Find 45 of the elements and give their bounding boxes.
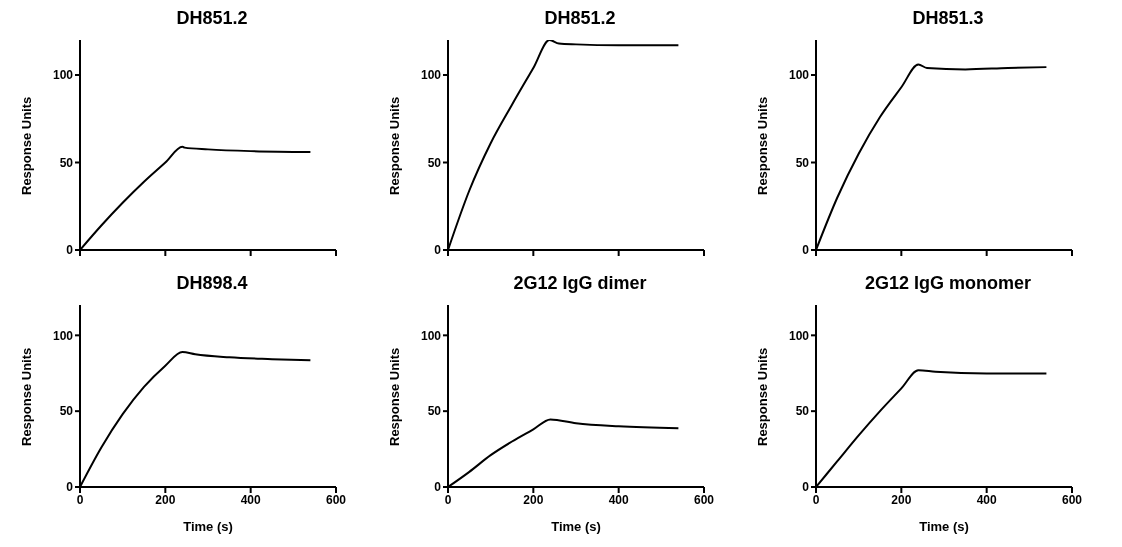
x-tick-label: 200	[891, 492, 912, 507]
y-axis-title: Response Units	[18, 96, 34, 195]
chart-title: DH898.4	[175, 273, 249, 295]
y-tick-label: 0	[434, 480, 442, 495]
x-tick-label: 600	[693, 492, 715, 507]
y-axis-title: Response Units	[754, 96, 770, 195]
x-tick-label: 600	[325, 492, 347, 507]
x-tick-label: 0	[812, 492, 820, 507]
y-axis-title: Response Units	[754, 347, 770, 446]
x-tick-label: 0	[444, 492, 452, 507]
x-axis-title: Time (s)	[919, 519, 969, 534]
y-tick-label: 0	[802, 480, 810, 495]
y-tick-label: 50	[59, 155, 74, 170]
x-tick-label: 400	[240, 492, 261, 507]
y-tick-label: 100	[52, 68, 74, 83]
y-tick-label: 100	[788, 328, 810, 343]
x-tick-label: 200	[155, 492, 176, 507]
y-tick-label: 0	[434, 243, 442, 258]
x-tick-label: 0	[76, 492, 84, 507]
y-tick-label: 100	[420, 328, 442, 343]
y-tick-label: 50	[427, 404, 442, 419]
x-tick-label: 600	[1061, 492, 1083, 507]
y-tick-label: 50	[59, 404, 74, 419]
y-tick-label: 100	[420, 68, 442, 83]
x-tick-label: 400	[976, 492, 997, 507]
y-axis-title: Response Units	[386, 347, 402, 446]
y-axis-title: Response Units	[386, 96, 402, 195]
y-tick-label: 50	[795, 155, 810, 170]
x-tick-label: 200	[523, 492, 544, 507]
y-tick-label: 0	[802, 243, 810, 258]
x-axis-title: Time (s)	[551, 519, 601, 534]
y-axis-title: Response Units	[18, 347, 34, 446]
y-tick-label: 50	[427, 155, 442, 170]
chart-title: 2G12 IgG dimer	[512, 273, 648, 295]
chart-title: DH851.3	[911, 8, 985, 30]
y-tick-label: 0	[66, 480, 74, 495]
x-axis-title: Time (s)	[183, 519, 233, 534]
chart-title: DH851.2	[543, 8, 617, 30]
chart-title: 2G12 IgG monomer	[863, 273, 1032, 295]
y-tick-label: 50	[795, 404, 810, 419]
y-tick-label: 100	[788, 68, 810, 83]
y-tick-label: 100	[52, 328, 74, 343]
chart-title: DH851.2	[175, 8, 249, 30]
y-tick-label: 0	[66, 243, 74, 258]
x-tick-label: 400	[608, 492, 629, 507]
